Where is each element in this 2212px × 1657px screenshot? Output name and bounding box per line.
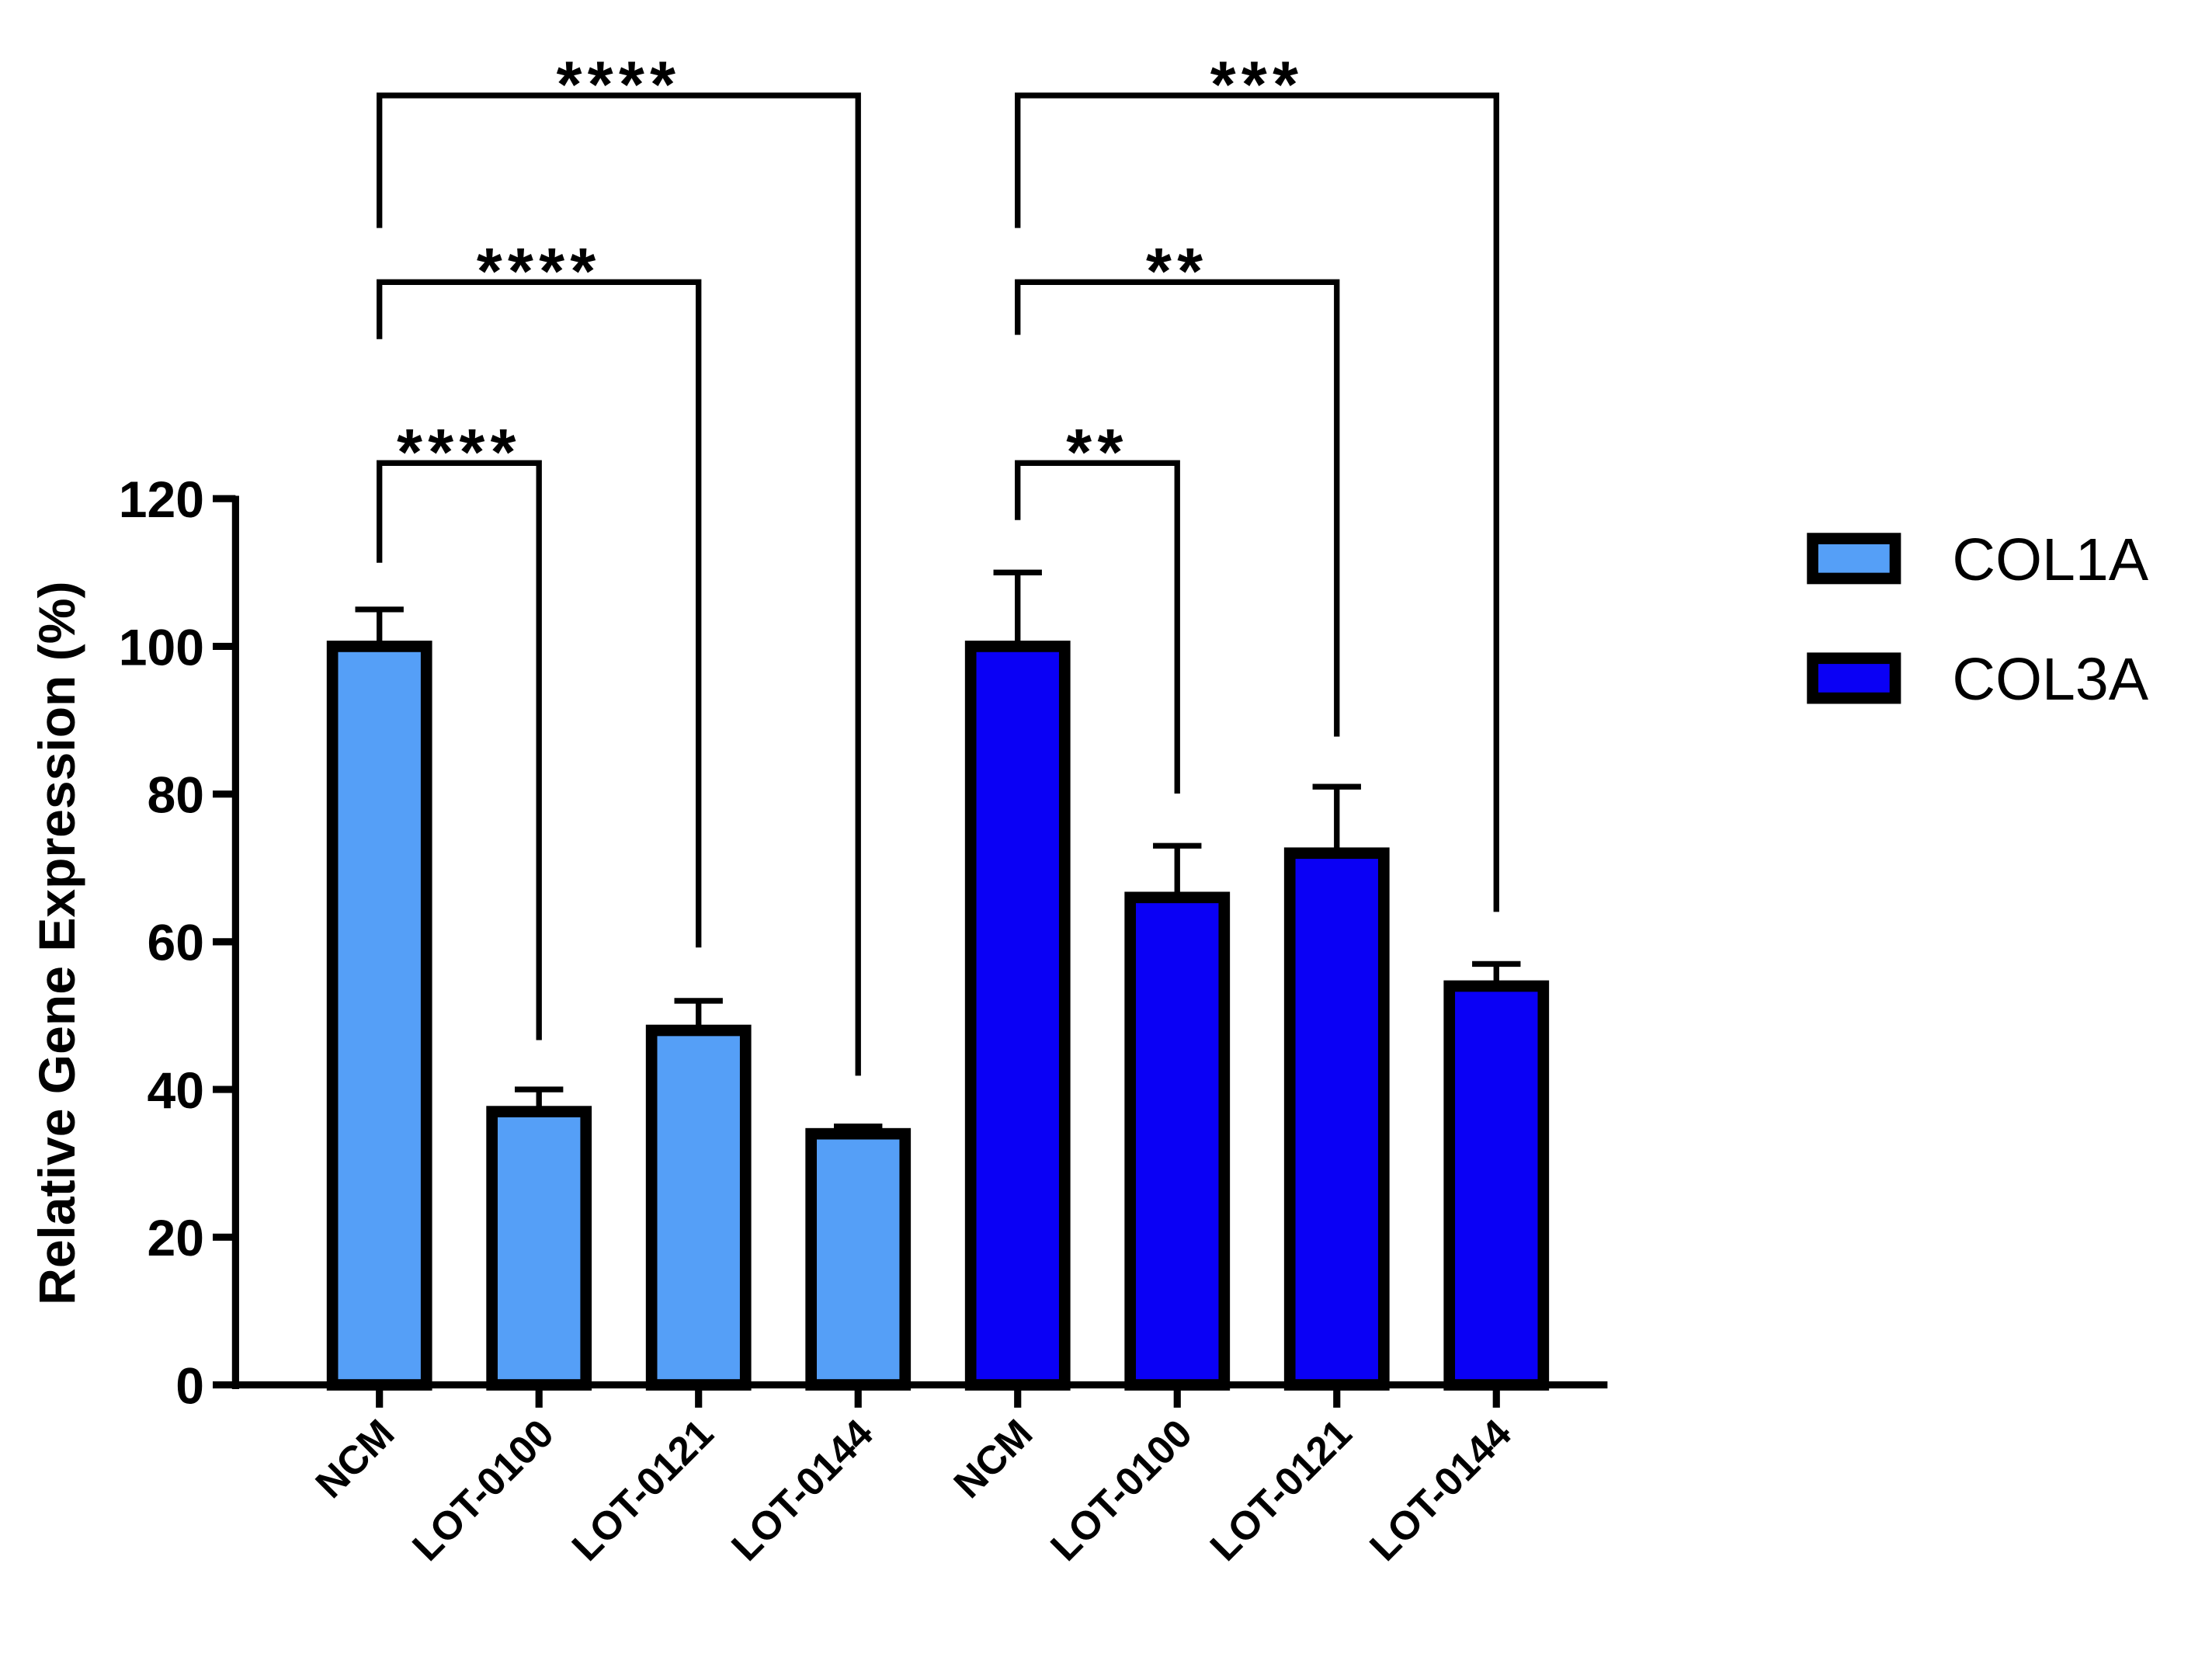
bars — [326, 569, 1550, 1391]
bar-col3a — [1124, 891, 1231, 1391]
y-tick-label: 0 — [175, 1357, 204, 1414]
significance-label: **** — [477, 234, 602, 307]
significance-label: *** — [1210, 48, 1304, 121]
bar-col1a — [805, 1127, 912, 1391]
y-tick-label: 100 — [119, 618, 204, 676]
y-tick-label: 60 — [148, 914, 204, 971]
x-tick-label: NCM — [945, 1410, 1041, 1506]
significance-label: **** — [557, 48, 682, 121]
x-tick-label: LOT-0100 — [403, 1410, 562, 1569]
y-axis: 0 20 40 60 80 100 120 — [119, 471, 239, 1414]
significance-bracket — [377, 92, 861, 1076]
x-tick-label: LOT-0121 — [1201, 1410, 1360, 1569]
significance-label: ** — [1146, 234, 1208, 307]
legend-label: COL1A — [1952, 526, 2148, 593]
legend-swatch-col3a — [1807, 652, 1901, 704]
bar-col3a — [1283, 847, 1390, 1391]
y-tick-label: 80 — [148, 766, 204, 824]
significance-label: **** — [397, 415, 522, 488]
legend: COL1A COL3A — [1807, 526, 2149, 713]
x-tick-label: LOT-0144 — [723, 1410, 882, 1569]
x-tick-label: NCM — [307, 1410, 403, 1506]
x-tick-label: LOT-0144 — [1361, 1410, 1520, 1569]
y-tick-label: 40 — [148, 1061, 204, 1119]
bar-col3a — [964, 641, 1071, 1391]
significance-bracket — [1015, 92, 1499, 912]
x-tick-label: LOT-0100 — [1042, 1410, 1201, 1569]
bar-col1a — [645, 1024, 752, 1391]
bar-col1a — [486, 1106, 592, 1391]
x-axis: NCM LOT-0100 LOT-0121 LOT-0144 NCM LOT-0100 LO… — [235, 1381, 1608, 1569]
y-tick-label: 120 — [119, 471, 204, 528]
significance-bracket — [1015, 279, 1340, 737]
significance-bracket — [377, 460, 542, 1040]
legend-swatch-col1a — [1807, 533, 1901, 585]
legend-label: COL3A — [1952, 646, 2148, 713]
significance-bracket — [1015, 460, 1180, 794]
y-tick-label: 20 — [148, 1209, 204, 1266]
significance-brackets: ******************* — [377, 48, 1499, 1076]
significance-label: ** — [1066, 415, 1128, 488]
bar-col1a — [326, 641, 432, 1391]
x-tick-label: LOT-0121 — [563, 1410, 722, 1569]
y-axis-title: Relative Gene Expression (%) — [28, 582, 85, 1305]
bar-col3a — [1443, 980, 1550, 1391]
significance-bracket — [377, 279, 702, 948]
